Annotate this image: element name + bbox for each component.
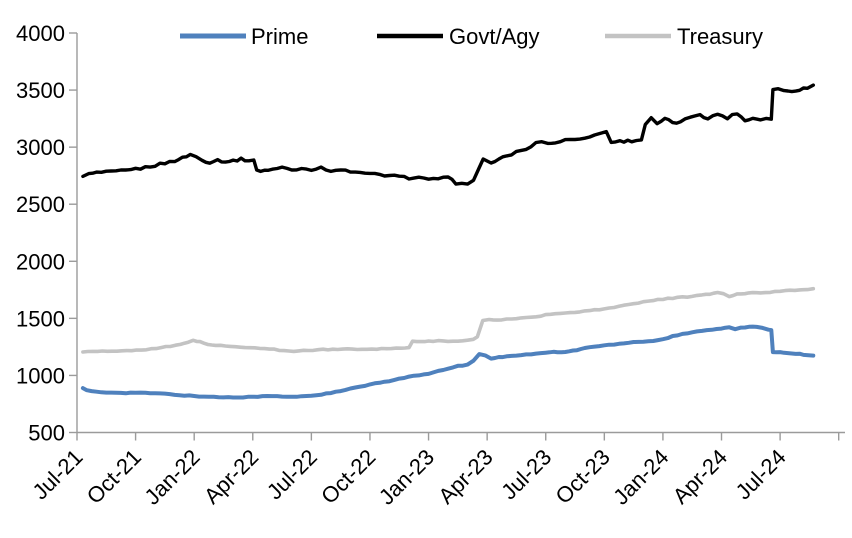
x-tick-label: Apr-22 — [199, 444, 263, 508]
y-tick-label: 3500 — [16, 78, 65, 103]
x-tick-label: Jan-23 — [374, 444, 439, 509]
x-tick-label: Apr-23 — [433, 444, 497, 508]
y-tick-label: 2500 — [16, 192, 65, 217]
legend-label-treasury: Treasury — [677, 24, 763, 49]
x-tick-label: Oct-23 — [550, 444, 614, 508]
legend-label-govt-agy: Govt/Agy — [449, 24, 539, 49]
x-tick-label: Apr-24 — [668, 444, 732, 508]
x-axis-labels: Jul-21Oct-21Jan-22Apr-22Jul-22Oct-22Jan-… — [27, 444, 790, 509]
series-treasury — [81, 286, 816, 354]
x-tick-label: Oct-22 — [316, 444, 380, 508]
series-lines — [80, 83, 816, 400]
y-tick-label: 1500 — [16, 306, 65, 331]
series-prime — [80, 324, 816, 400]
x-tick-label: Oct-21 — [82, 444, 146, 508]
x-tick-label: Jul-21 — [27, 444, 87, 504]
x-tick-label: Jul-24 — [731, 444, 791, 504]
axes — [69, 32, 845, 441]
series-govt-agy — [81, 83, 815, 186]
y-tick-label: 500 — [28, 421, 65, 446]
x-tick-label: Jan-22 — [139, 444, 204, 509]
y-tick-label: 4000 — [16, 21, 65, 46]
y-tick-label: 3000 — [16, 135, 65, 160]
y-axis-labels: 500 1000 1500 2000 2500 3000 3500 4000 — [16, 21, 65, 446]
y-tick-label: 1000 — [16, 363, 65, 388]
x-tick-label: Jan-24 — [608, 444, 673, 509]
legend: Prime Govt/Agy Treasury — [180, 24, 763, 49]
legend-label-prime: Prime — [251, 24, 308, 49]
x-tick-label: Jul-22 — [262, 444, 322, 504]
y-tick-label: 2000 — [16, 249, 65, 274]
x-tick-label: Jul-23 — [496, 444, 556, 504]
